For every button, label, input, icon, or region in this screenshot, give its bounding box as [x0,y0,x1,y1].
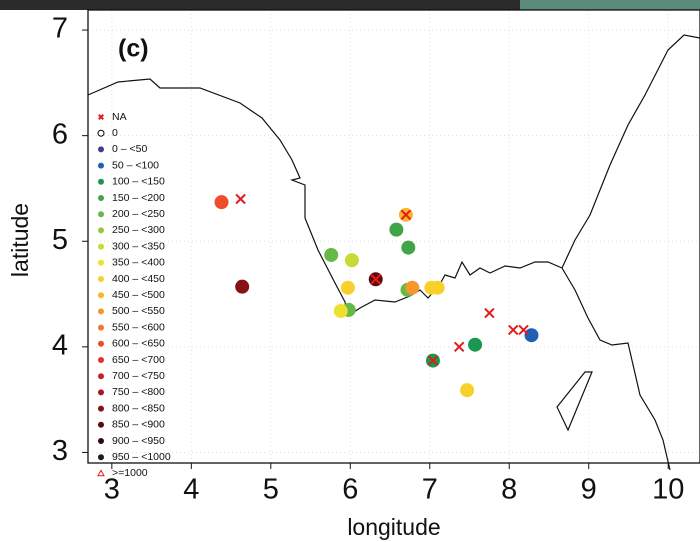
grid [88,10,700,463]
point [333,303,348,318]
plot-frame [87,9,700,464]
x-marker [370,274,381,285]
point [430,280,445,295]
top-strip [0,0,520,10]
legend-label: 450 – <500 [112,289,165,301]
legend-label: 550 – <600 [112,321,165,333]
marks [214,193,539,398]
legend-label: NA [112,111,127,123]
legend-label: 650 – <700 [112,354,165,366]
x-axis-label: longitude [347,514,440,540]
x-tick-label: 5 [263,474,279,506]
x-marker [484,307,495,319]
x-tick-label: 7 [422,474,438,506]
coast [561,267,671,471]
legend-label: 200 – <250 [112,208,165,220]
point [98,195,104,201]
point [405,280,420,295]
point [524,328,539,343]
point [344,253,359,268]
point [468,337,483,352]
point [340,280,355,295]
legend-label: 750 – <800 [112,386,165,398]
x-tick-label: 8 [501,474,517,506]
legend-label: 0 – <50 [112,143,147,155]
point [98,438,104,444]
point [98,259,104,266]
island [556,371,593,432]
point [98,308,104,315]
legend-label: 500 – <550 [112,305,165,317]
legend-label: 850 – <900 [112,419,165,431]
point [98,162,104,169]
legend-label: 900 – <950 [112,435,165,447]
top-strip [520,0,700,10]
point [98,146,104,153]
point [401,240,416,255]
triangle-marker [97,469,105,477]
y-tick-label: 3 [52,435,68,467]
point [98,357,104,363]
coastline [87,34,700,471]
x-marker [427,355,439,366]
point [98,292,104,299]
x-marker [235,193,246,205]
x-tick-label: 10 [652,474,684,506]
y-tick-label: 4 [52,330,68,362]
point [98,373,104,380]
y-tick-label: 5 [52,224,68,256]
point [98,276,104,282]
x-tick-label: 6 [342,474,358,506]
legend-label: 50 – <100 [112,159,159,171]
point [214,195,229,210]
legend-label: >=1000 [112,467,148,479]
x-tick-label: 3 [104,474,120,506]
legend-label: 950 – <1000 [112,451,171,463]
legend-label: 400 – <450 [112,273,165,285]
open-circle [97,129,105,137]
y-tick-label: 7 [52,13,68,45]
x-marker [518,324,529,336]
point [98,389,104,396]
point [98,421,104,428]
legend: NA 0 0 – <50 50 – <100 100 – <150 150 – <200 2… [97,111,171,479]
point [98,243,104,250]
coast [561,34,700,269]
legend-label: 350 – <400 [112,257,165,269]
y-tick-label: 6 [52,118,68,150]
x-marker [453,341,465,353]
panel-label: (c) [118,35,149,63]
legend-label: 100 – <150 [112,176,165,188]
x-tick-label: 9 [581,474,597,506]
point [98,178,104,185]
legend-label: 300 – <350 [112,240,165,252]
point [389,222,404,237]
coast [87,78,563,317]
point [98,211,104,218]
legend-label: 250 – <300 [112,224,165,236]
axes: 3 4 5 6 7 8 9 10 3 4 5 6 7 [52,13,684,506]
y-axis-label: latitude [7,203,33,277]
x-marker [508,324,519,336]
point [98,454,104,461]
x-marker [400,209,412,221]
point [98,340,104,347]
x-marker [98,114,104,120]
point [235,279,250,294]
legend-label: 800 – <850 [112,402,165,414]
point [460,383,475,398]
point [98,324,104,331]
point [98,405,104,412]
point [98,227,104,234]
legend-label: 150 – <200 [112,192,165,204]
legend-label: 0 [112,127,118,139]
point [324,247,339,262]
legend-label: 600 – <650 [112,338,165,350]
legend-label: 700 – <750 [112,370,165,382]
x-tick-label: 4 [183,474,199,506]
